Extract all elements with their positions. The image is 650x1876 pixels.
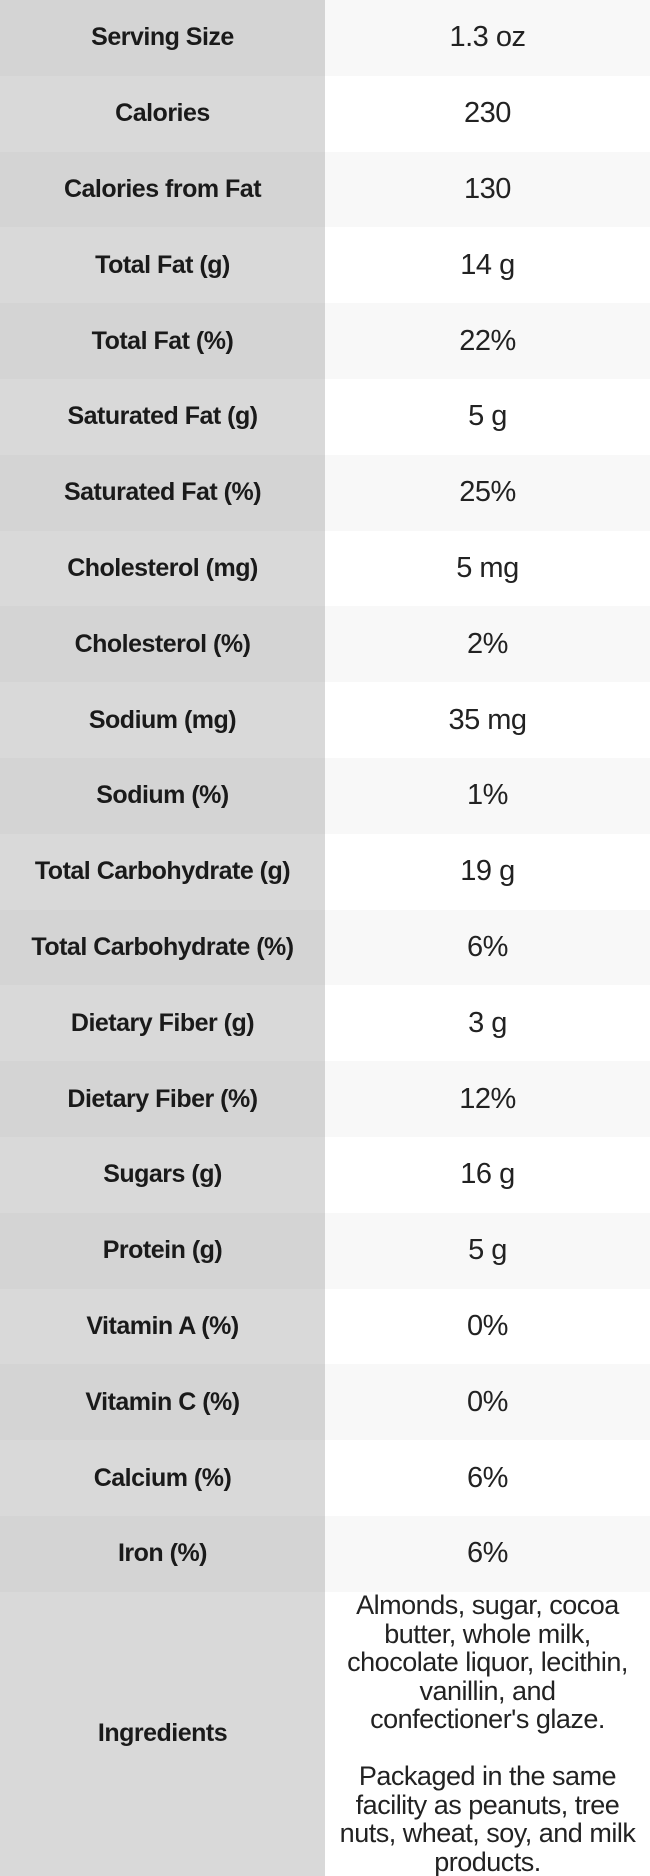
table-row: Vitamin A (%) 0% <box>0 1288 650 1365</box>
nutrient-value-cell: 1% <box>325 757 650 834</box>
table-row: Total Fat (%) 22% <box>0 303 650 379</box>
nutrient-value-cell: 5 g <box>325 1212 650 1289</box>
nutrient-label-cell: Calcium (%) <box>0 1440 325 1516</box>
nutrient-value-cell: 0% <box>325 1288 650 1365</box>
table-row: Protein (g) 5 g <box>0 1212 650 1289</box>
table-row: Sugars (g) 16 g <box>0 1136 650 1213</box>
ingredients-row: Ingredients Almonds, sugar, cocoa butter… <box>0 1591 650 1876</box>
nutrient-label-cell: Total Carbohydrate (%) <box>0 909 325 986</box>
ingredients-label-cell: Ingredients <box>0 1591 325 1876</box>
nutrient-label-cell: Saturated Fat (g) <box>0 378 325 455</box>
table-row: Cholesterol (%) 2% <box>0 606 650 683</box>
nutrient-label-cell: Vitamin A (%) <box>0 1288 325 1365</box>
nutrient-value-cell: 1.3 oz <box>325 0 650 76</box>
nutrient-label-cell: Sugars (g) <box>0 1136 325 1213</box>
nutrient-value-cell: 3 g <box>325 985 650 1062</box>
nutrient-label-cell: Protein (g) <box>0 1212 325 1289</box>
nutrient-value-cell: 14 g <box>325 227 650 304</box>
ingredients-value-cell: Almonds, sugar, cocoa butter, whole milk… <box>325 1591 650 1876</box>
nutrient-label-cell: Total Fat (g) <box>0 227 325 304</box>
nutrient-value-cell: 5 mg <box>325 530 650 607</box>
nutrient-label-cell: Cholesterol (%) <box>0 606 325 683</box>
nutrient-label-cell: Sodium (%) <box>0 757 325 834</box>
nutrient-value-cell: 19 g <box>325 833 650 910</box>
nutrient-value-cell: 230 <box>325 75 650 152</box>
table-row: Total Carbohydrate (g) 19 g <box>0 833 650 910</box>
nutrient-label-cell: Total Fat (%) <box>0 303 325 379</box>
nutrient-label-cell: Serving Size <box>0 0 325 76</box>
table-row: Dietary Fiber (g) 3 g <box>0 985 650 1062</box>
nutrient-label-cell: Vitamin C (%) <box>0 1364 325 1441</box>
nutrient-value-cell: 22% <box>325 303 650 379</box>
nutrient-value-cell: 16 g <box>325 1136 650 1213</box>
table-row: Dietary Fiber (%) 12% <box>0 1061 650 1137</box>
nutrient-label-cell: Sodium (mg) <box>0 682 325 758</box>
table-row: Cholesterol (mg) 5 mg <box>0 530 650 607</box>
nutrient-label-cell: Cholesterol (mg) <box>0 530 325 607</box>
nutrient-label-cell: Saturated Fat (%) <box>0 454 325 531</box>
nutrient-value-cell: 0% <box>325 1364 650 1441</box>
table-row: Sodium (mg) 35 mg <box>0 682 650 758</box>
table-row: Saturated Fat (g) 5 g <box>0 378 650 455</box>
table-row: Total Fat (g) 14 g <box>0 227 650 304</box>
nutrient-label-cell: Dietary Fiber (g) <box>0 985 325 1062</box>
nutrient-value-cell: 25% <box>325 454 650 531</box>
nutrient-value-cell: 35 mg <box>325 682 650 758</box>
table-row: Iron (%) 6% <box>0 1515 650 1592</box>
nutrient-value-cell: 6% <box>325 1440 650 1516</box>
nutrient-label-cell: Total Carbohydrate (g) <box>0 833 325 910</box>
nutrient-label-cell: Calories from Fat <box>0 151 325 228</box>
nutrient-value-cell: 5 g <box>325 378 650 455</box>
nutrient-label-cell: Calories <box>0 75 325 152</box>
table-row: Sodium (%) 1% <box>0 757 650 834</box>
table-row: Vitamin C (%) 0% <box>0 1364 650 1441</box>
nutrient-value-cell: 6% <box>325 1515 650 1592</box>
table-row: Calories from Fat 130 <box>0 151 650 228</box>
nutrient-value-cell: 130 <box>325 151 650 228</box>
table-row: Calories 230 <box>0 75 650 152</box>
table-row: Serving Size 1.3 oz <box>0 0 650 76</box>
nutrient-value-cell: 12% <box>325 1061 650 1137</box>
table-row: Saturated Fat (%) 25% <box>0 454 650 531</box>
table-row: Total Carbohydrate (%) 6% <box>0 909 650 986</box>
nutrient-label-cell: Iron (%) <box>0 1515 325 1592</box>
nutrient-value-cell: 2% <box>325 606 650 683</box>
table-row: Calcium (%) 6% <box>0 1440 650 1516</box>
nutrient-value-cell: 6% <box>325 909 650 986</box>
nutrient-label-cell: Dietary Fiber (%) <box>0 1061 325 1137</box>
